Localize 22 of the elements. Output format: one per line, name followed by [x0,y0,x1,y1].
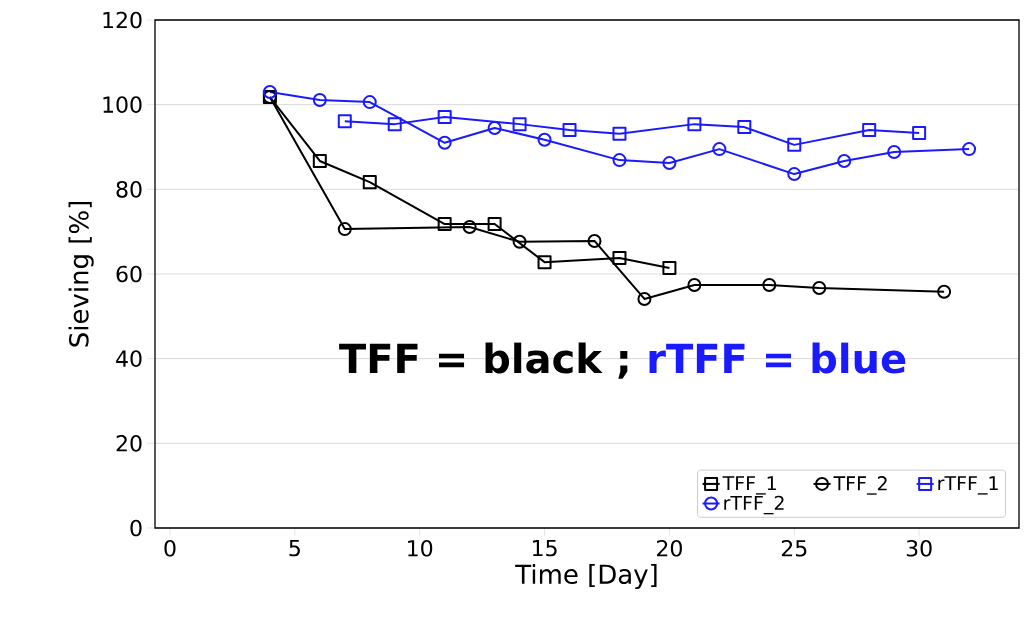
annotation: rTFF = blue [649,342,906,374]
y-tick-label: 100 [103,96,142,113]
y-tick-label: 120 [103,11,142,29]
legend-label: rTFF_1 [938,476,998,495]
legend-label: TFF_1 [722,476,776,495]
x-axis-title: Time [Day] [515,563,657,590]
legend-label: TFF_2 [833,476,887,495]
x-tick-label: 20 [657,539,682,557]
x-tick-label: 10 [408,539,433,557]
x-tick-label: 15 [532,539,557,557]
y-tick-label: 40 [116,350,142,367]
annotation: TFF = black ; [339,342,628,379]
x-tick-label: 5 [289,539,300,557]
y-tick-label: 80 [116,181,142,198]
x-tick-label: 0 [164,539,176,557]
y-tick-label: 20 [116,435,142,452]
y-axis-title: Sieving [%] [68,201,94,347]
y-tick-label: 0 [130,519,142,537]
x-tick-label: 25 [781,539,807,557]
x-tick-label: 30 [906,539,932,557]
y-tick-label: 60 [116,265,142,283]
legend-label: rTFF_2 [724,495,784,515]
